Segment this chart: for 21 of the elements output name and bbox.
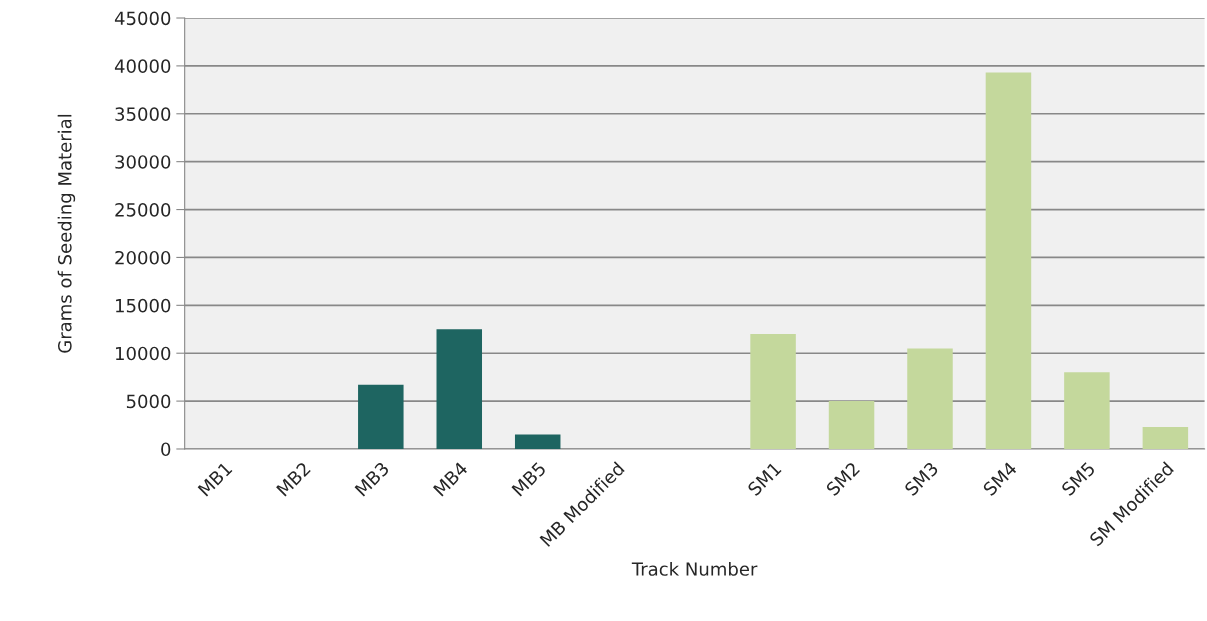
- bar: [514, 434, 561, 449]
- x-axis-title: Track Number: [631, 561, 758, 576]
- bar: [907, 348, 953, 449]
- bar: [436, 329, 483, 449]
- bar: [358, 384, 404, 449]
- y-tick-label: 40000: [114, 59, 171, 74]
- y-tick-label: 35000: [115, 107, 171, 121]
- bar: [828, 401, 875, 449]
- y-tick-label: 45000: [114, 11, 171, 26]
- y-tick-label: 10000: [116, 346, 171, 361]
- y-tick-label: 0: [161, 442, 171, 457]
- bar: [985, 72, 1032, 449]
- y-tick-label: 30000: [115, 155, 171, 169]
- bar: [750, 334, 796, 449]
- y-tick-label: 5000: [126, 394, 171, 409]
- y-tick-label: 20000: [115, 250, 171, 265]
- bar: [1064, 372, 1110, 449]
- y-tick-label: 25000: [115, 203, 171, 217]
- y-axis-title: Grams of Seeding Material: [57, 114, 76, 353]
- y-tick-label: 15000: [116, 298, 171, 313]
- bar: [1142, 426, 1189, 449]
